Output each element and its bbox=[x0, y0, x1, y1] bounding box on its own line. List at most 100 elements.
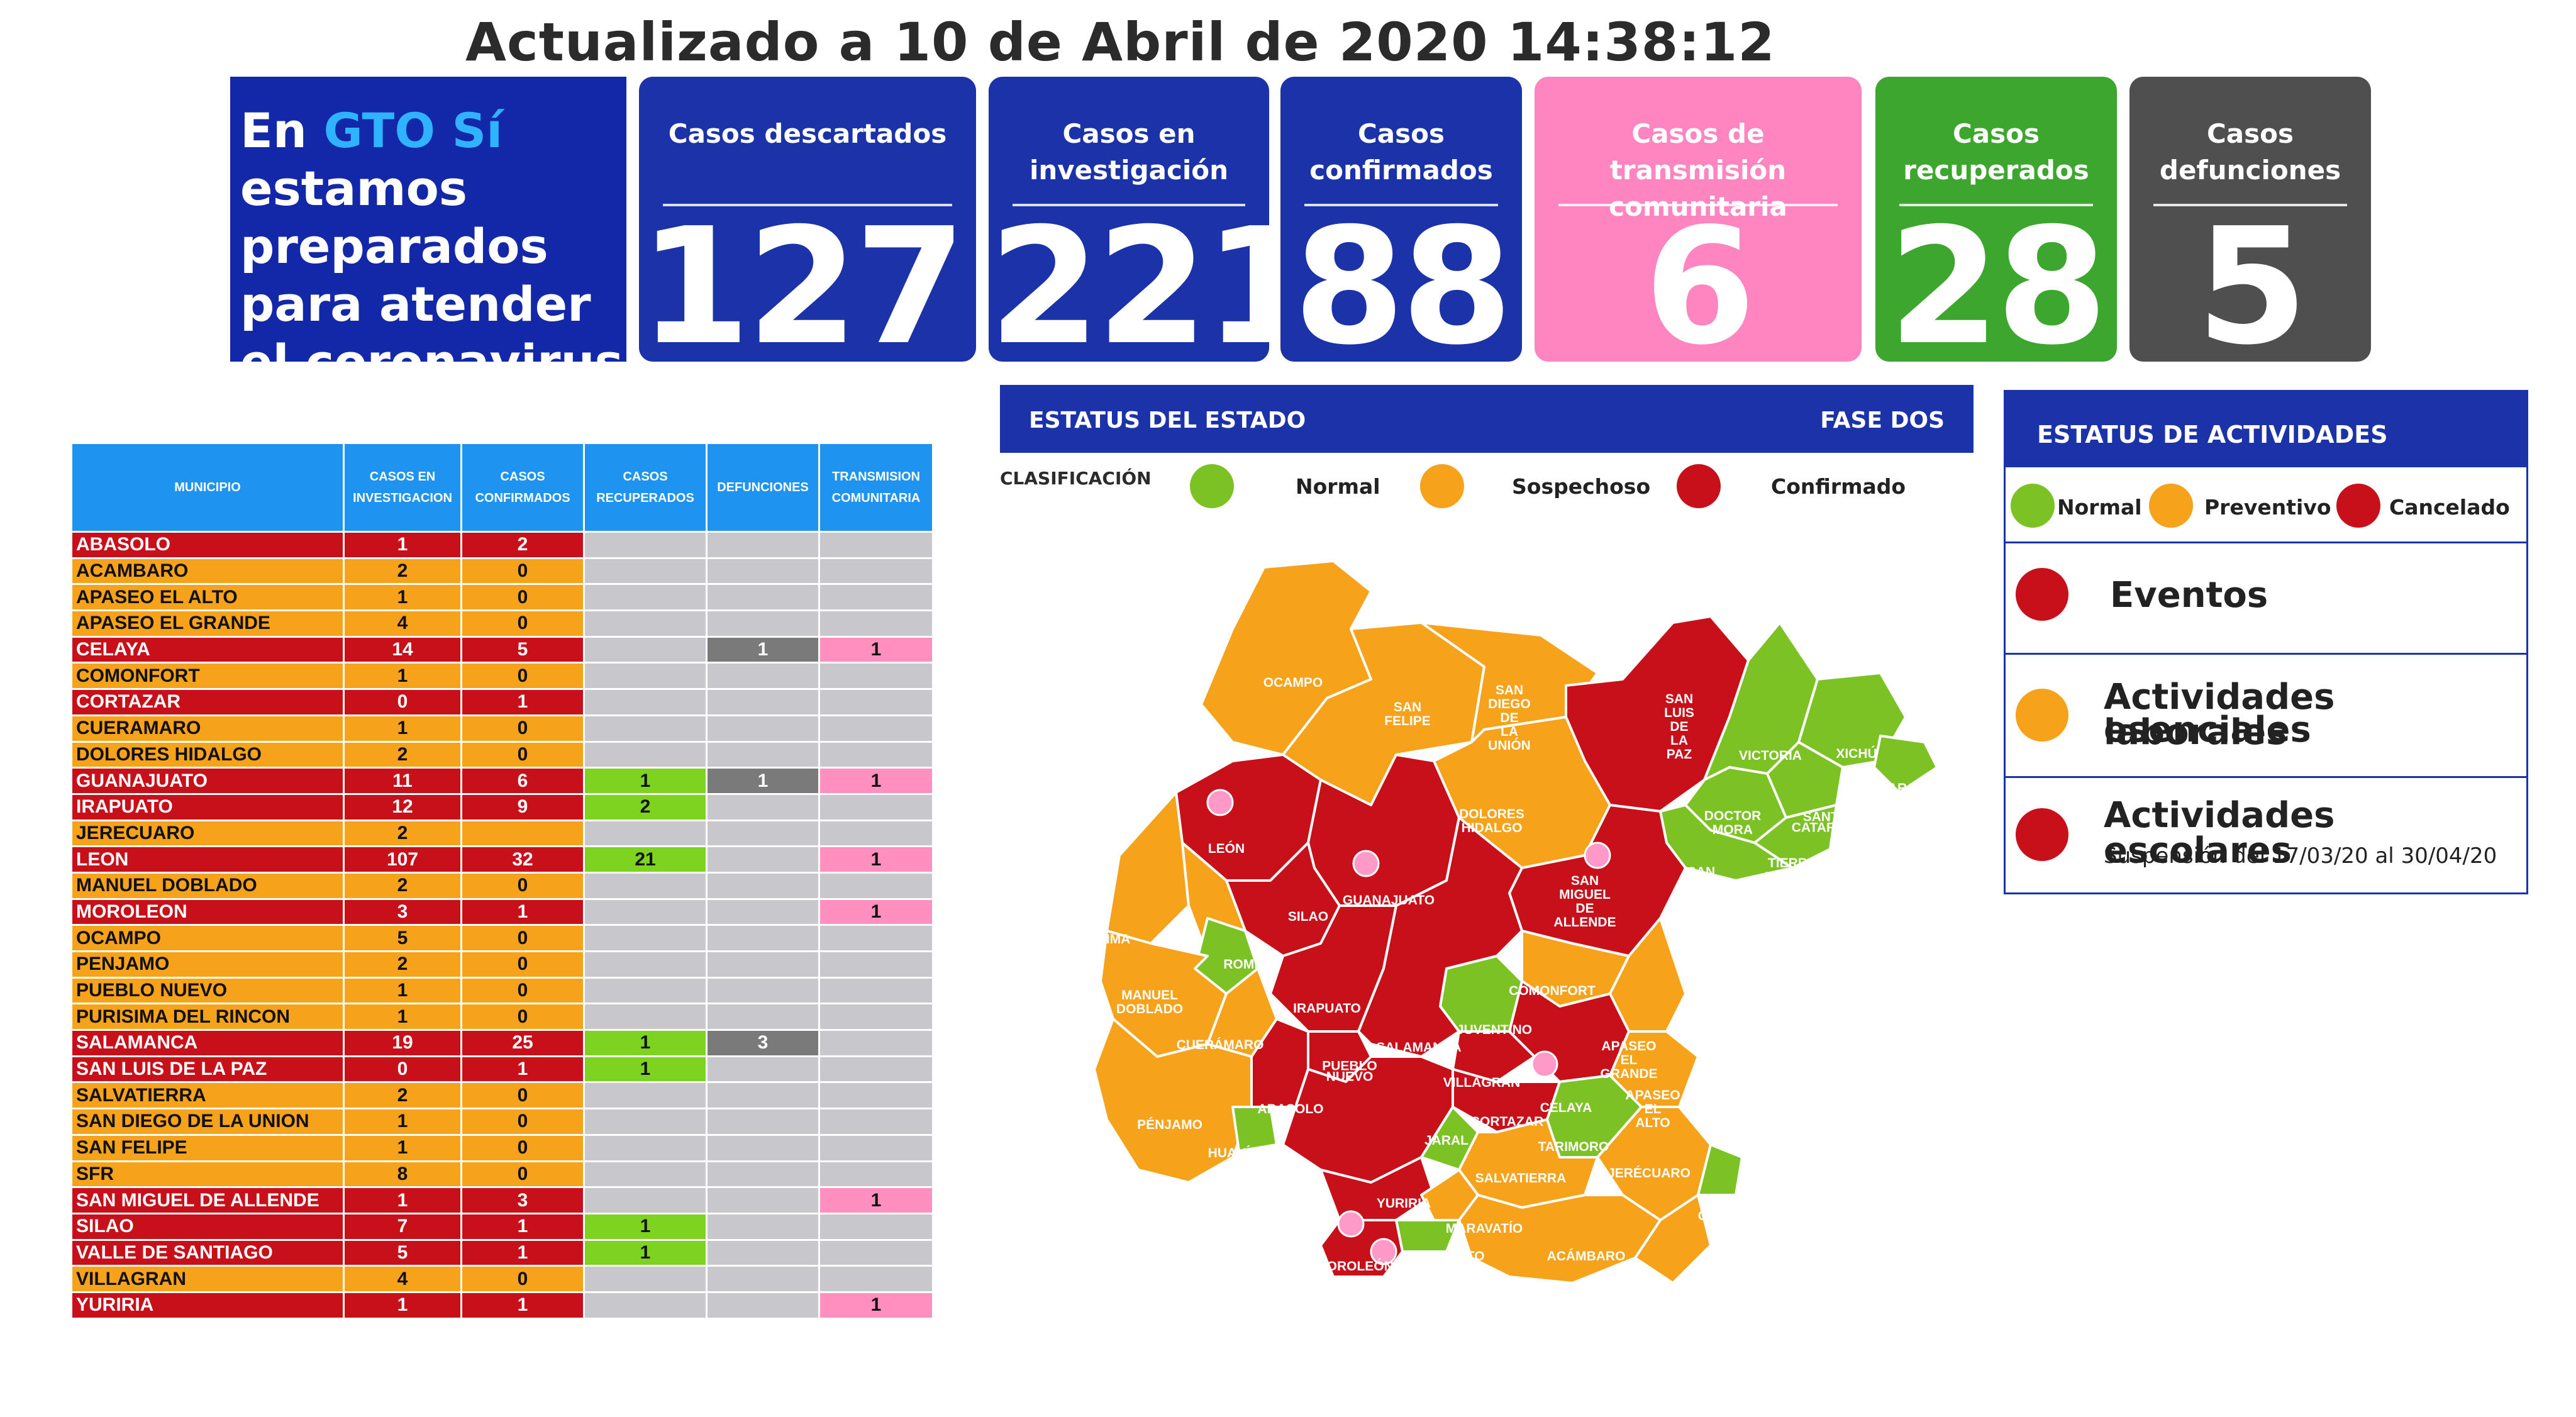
cell-recuperados: 1 bbox=[583, 1055, 708, 1084]
cell-confirmados: 0 bbox=[460, 557, 585, 586]
table-row: SALAMANCA 19 25 1 3 bbox=[70, 1029, 934, 1057]
cell-defunciones bbox=[706, 1291, 820, 1320]
cell-defunciones bbox=[706, 1160, 820, 1189]
card-label: Casos de transmisión comunitaria bbox=[1609, 118, 1787, 222]
cell-municipio: MANUEL DOBLADO bbox=[70, 871, 345, 900]
cell-confirmados: 0 bbox=[460, 924, 585, 952]
cell-municipio: SFR bbox=[70, 1160, 345, 1189]
cell-municipio: VILLAGRAN bbox=[70, 1265, 345, 1293]
cell-confirmados: 0 bbox=[460, 1081, 585, 1110]
cell-transmision bbox=[818, 1081, 934, 1110]
cell-investigacion: 1 bbox=[343, 1108, 462, 1136]
region-atarjea bbox=[1873, 735, 1938, 794]
cell-transmision bbox=[818, 1055, 934, 1084]
cell-municipio: COMONFORT bbox=[70, 662, 345, 691]
cell-transmision bbox=[818, 1108, 934, 1136]
label-ocampo: OCAMPO bbox=[1263, 675, 1323, 690]
cell-transmision bbox=[818, 662, 934, 691]
cell-investigacion: 2 bbox=[343, 740, 462, 769]
table-row: SAN MIGUEL DE ALLENDE 1 3 1 bbox=[70, 1186, 934, 1214]
cell-defunciones bbox=[706, 819, 820, 848]
promo-line-3: para atender bbox=[240, 276, 591, 332]
cell-defunciones bbox=[706, 1238, 820, 1267]
cell-confirmados: 0 bbox=[460, 609, 585, 638]
activity-row-laborales: Actividades laborales esenciales bbox=[2006, 655, 2526, 778]
card-divider bbox=[2153, 204, 2347, 206]
cell-confirmados: 0 bbox=[460, 1133, 585, 1162]
card-label: Casos confirmados bbox=[1309, 118, 1493, 186]
legend-normal-dot bbox=[1190, 464, 1234, 508]
card-divider bbox=[1304, 204, 1498, 206]
table-row: ABASOLO 1 2 bbox=[70, 531, 934, 559]
legend-normal-label: Normal bbox=[1296, 474, 1380, 499]
label-cortazar: CORTAZAR bbox=[1470, 1114, 1543, 1129]
cell-municipio: SAN DIEGO DE LA UNION bbox=[70, 1108, 345, 1136]
cell-investigacion: 5 bbox=[343, 924, 462, 952]
cell-municipio: GUANAJUATO bbox=[70, 767, 345, 795]
cell-transmision bbox=[818, 819, 934, 848]
cell-municipio: JERECUARO bbox=[70, 819, 345, 848]
label-pueblo-nuevo: PUEBLO NUEVO bbox=[1322, 1059, 1377, 1084]
cell-municipio: SAN FELIPE bbox=[70, 1133, 345, 1162]
cell-investigacion: 14 bbox=[343, 635, 462, 664]
region-salamanca bbox=[1357, 816, 1523, 1058]
legend-confirmado-label: Confirmado bbox=[1771, 474, 1906, 499]
legend-normal-dot bbox=[2011, 484, 2055, 528]
cell-municipio: SILAO bbox=[70, 1212, 345, 1241]
cell-investigacion: 1 bbox=[343, 662, 462, 691]
cell-confirmados: 1 bbox=[460, 1291, 585, 1320]
cell-transmision: 1 bbox=[818, 1291, 934, 1320]
cell-recuperados bbox=[583, 924, 708, 952]
region-tarandacuao bbox=[1634, 1194, 1712, 1284]
table-row: APASEO EL ALTO 1 0 bbox=[70, 583, 934, 612]
table-row: OCAMPO 5 0 bbox=[70, 924, 934, 952]
table-header-row: MUNICIPIO CASOS EN INVESTIGACION CASOS C… bbox=[70, 442, 934, 533]
table-row: SAN FELIPE 1 0 bbox=[70, 1133, 934, 1162]
card-transmision-comunitaria: Casos de transmisión comunitaria 6 bbox=[1535, 77, 1862, 367]
cell-recuperados bbox=[583, 1003, 708, 1031]
region-purisima bbox=[1106, 791, 1190, 945]
cell-municipio: YURIRIA bbox=[70, 1291, 345, 1320]
table-row: PUEBLO NUEVO 1 0 bbox=[70, 976, 934, 1005]
label-san-felipe: SAN FELIPE bbox=[1384, 700, 1431, 728]
map-labels: OCAMPO SAN FELIPE SAN DIEGO DE LA UNIÓN SAN LU… bbox=[1066, 675, 1933, 1299]
activity-status-dot bbox=[2016, 568, 2068, 621]
table-row: VILLAGRAN 4 0 bbox=[70, 1265, 934, 1293]
label-comonfort: COMONFORT bbox=[1509, 984, 1596, 998]
cell-recuperados bbox=[583, 1108, 708, 1136]
cell-recuperados bbox=[583, 1186, 708, 1214]
label-acambaro: ACÁMBARO bbox=[1547, 1249, 1626, 1264]
table-row: SAN DIEGO DE LA UNION 1 0 bbox=[70, 1108, 934, 1136]
table-row: SILAO 7 1 1 bbox=[70, 1212, 934, 1241]
card-label: Casos descartados bbox=[668, 118, 947, 149]
cell-defunciones bbox=[706, 1265, 820, 1293]
cell-defunciones bbox=[706, 557, 820, 586]
cell-defunciones bbox=[706, 792, 820, 821]
cell-confirmados: 0 bbox=[460, 1160, 585, 1189]
activity-status-dot bbox=[2016, 808, 2068, 861]
cell-investigacion: 5 bbox=[343, 1238, 462, 1267]
cell-investigacion: 2 bbox=[343, 819, 462, 848]
label-yuriria: YURIRIA bbox=[1377, 1196, 1431, 1211]
table-row: ACAMBARO 2 0 bbox=[70, 557, 934, 586]
label-san-diego: SAN DIEGO DE LA UNIÓN bbox=[1488, 683, 1531, 753]
promo-banner: En GTO Sí estamos preparados para atende… bbox=[230, 77, 626, 390]
cell-transmision bbox=[818, 976, 934, 1005]
legend-sospechoso-label: Sospechoso bbox=[1512, 474, 1651, 499]
cell-transmision bbox=[818, 557, 934, 586]
table-row: VALLE DE SANTIAGO 5 1 1 bbox=[70, 1238, 934, 1267]
cell-recuperados: 1 bbox=[583, 1212, 708, 1241]
cell-confirmados: 0 bbox=[460, 1003, 585, 1031]
cell-confirmados: 1 bbox=[460, 688, 585, 716]
cell-recuperados bbox=[583, 557, 708, 586]
label-dolores: DOLORES HIDALGO bbox=[1459, 807, 1524, 835]
legend-sospechoso-dot bbox=[1420, 464, 1464, 508]
card-label: Casos recuperados bbox=[1903, 118, 2089, 186]
cell-investigacion: 1 bbox=[343, 531, 462, 559]
cell-transmision bbox=[818, 1160, 934, 1189]
label-guanajuato: GUANAJUATO bbox=[1343, 893, 1435, 908]
cell-transmision bbox=[818, 531, 934, 559]
cell-transmision bbox=[818, 740, 934, 769]
card-label: Casos defunciones bbox=[2159, 118, 2341, 186]
cell-defunciones bbox=[706, 609, 820, 638]
